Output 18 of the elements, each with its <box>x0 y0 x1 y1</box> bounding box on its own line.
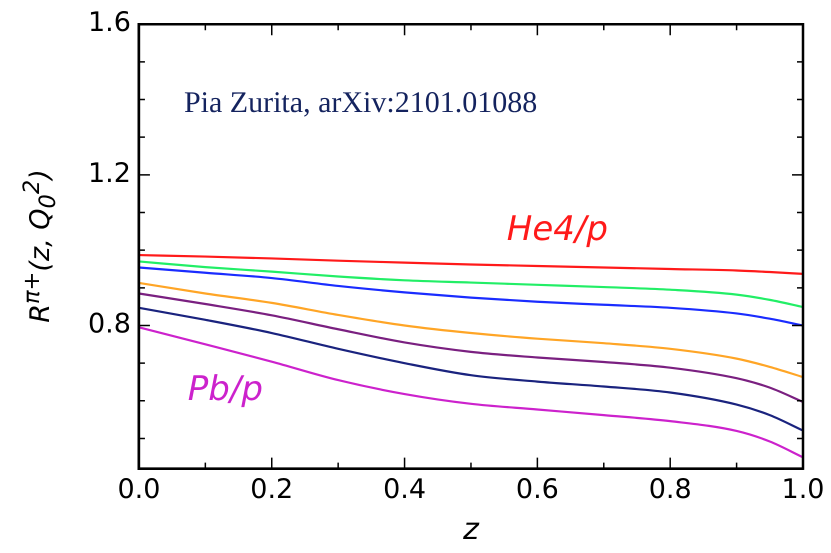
x-tick-label: 0.8 <box>648 474 692 505</box>
y-tick-label: 1.6 <box>88 7 131 38</box>
x-tick-label: 0.2 <box>250 474 294 505</box>
line-series <box>138 326 803 458</box>
line-series <box>138 254 803 275</box>
x-tick-label: 1.0 <box>782 474 824 505</box>
annotation: Pia Zurita, arXiv:2101.01088 <box>184 86 538 120</box>
y-tick-label: 0.8 <box>88 308 131 340</box>
x-tick-label: 0.6 <box>516 474 559 505</box>
x-axis-title: z <box>462 512 480 547</box>
line-series <box>138 266 803 327</box>
x-tick-label: 0.0 <box>117 474 160 505</box>
series-label: Pb/p <box>188 369 263 410</box>
line-series <box>138 260 803 308</box>
series-label: He4/p <box>506 208 608 249</box>
line-series <box>138 306 803 432</box>
x-tick-label: 0.4 <box>383 474 426 505</box>
y-tick-label: 1.2 <box>88 158 131 189</box>
